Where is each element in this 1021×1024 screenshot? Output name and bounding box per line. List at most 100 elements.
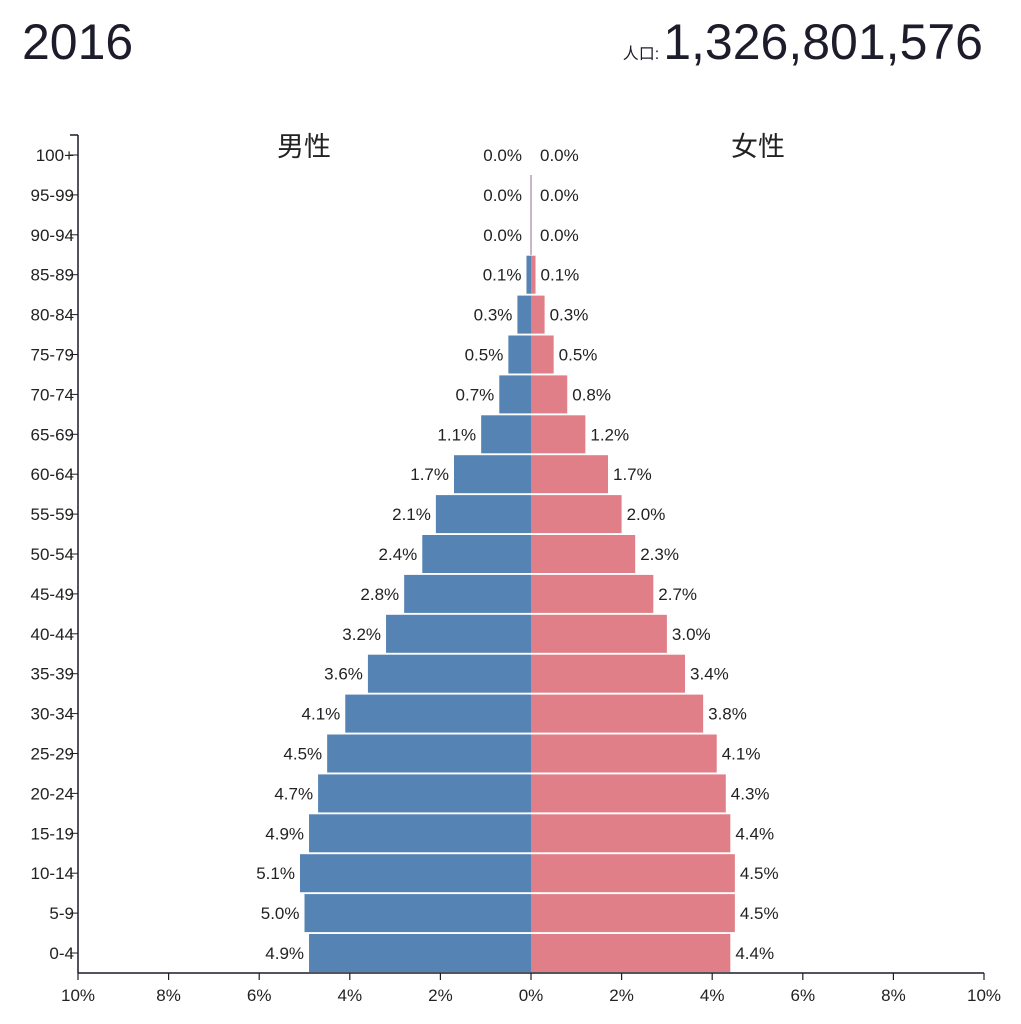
x-tick-label: 6% (247, 986, 272, 1005)
female-bar (531, 455, 609, 494)
male-value-label: 5.0% (261, 904, 300, 923)
female-bar (531, 934, 731, 972)
male-value-label: 0.7% (456, 385, 495, 404)
age-group-tick-label: 100+ (36, 146, 74, 165)
male-bar (318, 774, 531, 813)
female-bar (531, 495, 622, 534)
male-value-label: 0.1% (483, 266, 522, 285)
female-bar (531, 774, 726, 813)
female-value-label: 2.0% (627, 505, 666, 524)
age-group-tick-label: 35-39 (31, 665, 74, 684)
age-group-tick-label: 15-19 (31, 824, 74, 843)
x-tick-label: 6% (791, 986, 816, 1005)
female-bar (531, 574, 654, 613)
x-tick-label: 10% (967, 986, 1001, 1005)
female-value-label: 2.7% (658, 585, 697, 604)
age-group-tick-label: 60-64 (31, 465, 74, 484)
female-value-label: 0.8% (572, 385, 611, 404)
male-value-label: 3.2% (342, 625, 381, 644)
x-tick-label: 2% (428, 986, 453, 1005)
male-bar (404, 574, 531, 613)
male-value-label: 0.3% (474, 306, 513, 325)
male-value-label: 0.0% (483, 186, 522, 205)
age-group-tick-label: 0-4 (49, 944, 74, 963)
female-value-label: 4.5% (740, 864, 779, 883)
male-bar (422, 535, 531, 573)
age-group-tick-label: 80-84 (31, 306, 74, 325)
male-value-label: 2.8% (360, 585, 399, 604)
female-value-label: 2.3% (640, 545, 679, 564)
age-group-tick-label: 25-29 (31, 745, 74, 764)
age-group-tick-label: 5-9 (49, 904, 74, 923)
male-value-label: 5.1% (256, 864, 295, 883)
age-group-tick-label: 20-24 (31, 784, 74, 803)
female-bar (531, 375, 568, 414)
male-bar (327, 734, 531, 773)
male-value-label: 4.1% (302, 705, 341, 724)
x-tick-label: 4% (700, 986, 725, 1005)
female-bar (531, 614, 667, 653)
male-value-label: 3.6% (324, 665, 363, 684)
female-value-label: 0.5% (559, 346, 598, 365)
female-bar (531, 415, 586, 454)
male-bar (309, 934, 531, 972)
female-value-label: 4.1% (722, 745, 761, 764)
population-value: 1,326,801,576 (663, 14, 983, 70)
male-value-label: 4.9% (265, 944, 304, 963)
x-tick-label: 10% (61, 986, 95, 1005)
male-bar (508, 335, 531, 374)
male-value-label: 4.7% (274, 784, 313, 803)
age-group-tick-label: 30-34 (31, 705, 74, 724)
population-label: 人口: (622, 46, 660, 63)
male-value-label: 4.9% (265, 824, 304, 843)
male-bar (453, 455, 531, 494)
male-value-label: 2.1% (392, 505, 431, 524)
female-value-label: 0.3% (550, 306, 589, 325)
male-side-label: 男性 (277, 132, 331, 162)
male-bar (304, 894, 531, 933)
male-value-label: 0.0% (483, 146, 522, 165)
female-value-label: 0.1% (541, 266, 580, 285)
male-bar (309, 814, 531, 853)
male-bar (345, 694, 531, 733)
male-value-label: 1.7% (410, 465, 449, 484)
male-bar (481, 415, 531, 454)
female-value-label: 0.0% (540, 226, 579, 245)
age-group-tick-label: 50-54 (31, 545, 74, 564)
male-bar (517, 295, 531, 334)
male-bar (435, 495, 531, 534)
female-bar (531, 854, 735, 893)
x-tick-label: 2% (609, 986, 634, 1005)
male-bar (386, 614, 531, 653)
female-value-label: 4.3% (731, 784, 770, 803)
female-value-label: 0.0% (540, 146, 579, 165)
male-value-label: 0.0% (483, 226, 522, 245)
age-group-tick-label: 95-99 (31, 186, 74, 205)
female-bar (531, 694, 704, 733)
age-group-tick-label: 75-79 (31, 346, 74, 365)
female-value-label: 1.2% (590, 425, 629, 444)
age-group-tick-label: 65-69 (31, 425, 74, 444)
female-bar (531, 255, 536, 294)
population-readout: 人口: 1,326,801,576 (623, 12, 983, 72)
female-bar (531, 335, 554, 374)
age-group-tick-label: 45-49 (31, 585, 74, 604)
x-tick-label: 8% (156, 986, 181, 1005)
female-bar (531, 654, 686, 693)
male-value-label: 1.1% (437, 425, 476, 444)
female-value-label: 1.7% (613, 465, 652, 484)
age-group-tick-label: 55-59 (31, 505, 74, 524)
year-title: 2016 (22, 14, 134, 70)
age-group-tick-label: 70-74 (31, 385, 74, 404)
female-value-label: 3.4% (690, 665, 729, 684)
female-value-label: 0.0% (540, 186, 579, 205)
female-value-label: 3.0% (672, 625, 711, 644)
age-group-tick-label: 10-14 (31, 864, 74, 883)
male-bar (526, 255, 531, 294)
female-value-label: 4.4% (735, 824, 774, 843)
male-value-label: 2.4% (379, 545, 418, 564)
female-bar (531, 734, 717, 773)
female-bar (531, 295, 545, 334)
x-tick-label: 4% (338, 986, 363, 1005)
